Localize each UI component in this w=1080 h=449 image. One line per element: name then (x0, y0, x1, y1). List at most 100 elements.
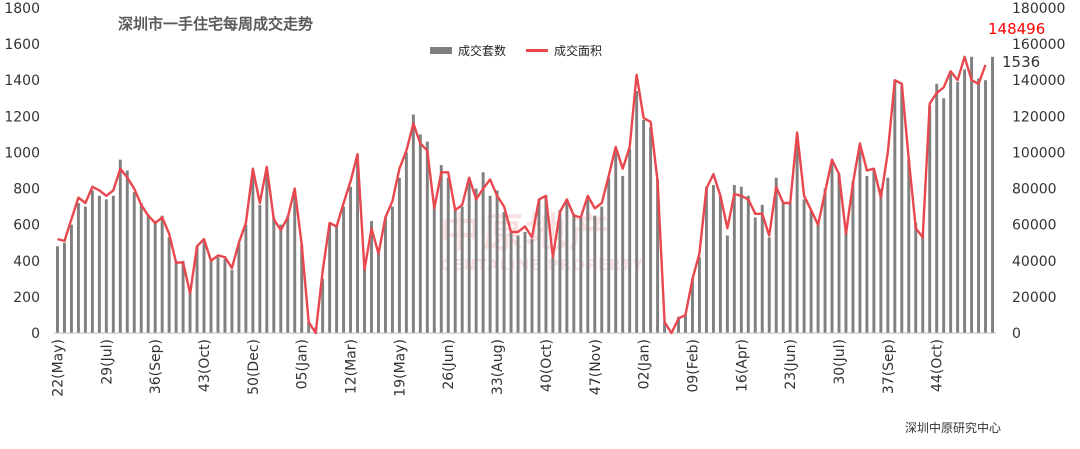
bar (321, 278, 325, 333)
bar (502, 212, 506, 333)
x-tick-label: 43(Oct) (197, 339, 213, 392)
y-left-tick-label: 200 (13, 290, 40, 306)
bar (642, 119, 646, 333)
bar (621, 175, 625, 333)
y-right-tick-label: 80000 (1012, 182, 1057, 198)
bar (691, 278, 694, 333)
bar (446, 177, 450, 333)
y-left-tick-label: 1000 (4, 145, 40, 161)
x-tick-label: 36(Sep) (148, 339, 164, 394)
y-left-tick-label: 0 (31, 326, 40, 342)
bar (809, 210, 813, 333)
bar (383, 217, 387, 333)
bar (244, 224, 248, 333)
area-line (57, 55, 987, 335)
bar (837, 174, 841, 333)
bar (830, 161, 834, 333)
x-tick-label: 02(Jan) (637, 339, 653, 389)
y-left-tick-label: 1800 (4, 1, 40, 17)
bar (551, 255, 555, 333)
bar (411, 114, 415, 334)
bar (370, 221, 373, 333)
annotation-units-value: 1536 (1002, 53, 1040, 71)
bar (635, 91, 639, 333)
bar (753, 217, 757, 333)
bar (900, 85, 904, 333)
bar (593, 215, 597, 333)
bar (558, 210, 562, 333)
x-tick-label: 12(Mar) (344, 339, 360, 394)
bar (844, 231, 848, 333)
bar (509, 231, 513, 333)
bar (704, 186, 708, 333)
x-tick-label: 37(Sep) (881, 339, 897, 394)
bar (258, 204, 262, 333)
bar (963, 69, 967, 333)
bar (356, 159, 359, 333)
x-tick-label: 40(Oct) (539, 339, 555, 392)
bar (146, 215, 150, 333)
bar (237, 242, 241, 333)
bar (174, 260, 178, 333)
bar (390, 206, 394, 333)
bar (718, 195, 722, 333)
bar (300, 244, 304, 333)
bar (663, 322, 667, 333)
bar (90, 190, 94, 333)
bar (425, 141, 429, 333)
bar (495, 190, 499, 333)
bar (788, 203, 792, 333)
bar (949, 73, 953, 333)
bar (537, 199, 541, 333)
legend-bar-label: 成交套数 (458, 44, 507, 58)
y-right-tick-label: 40000 (1012, 254, 1057, 270)
bar (432, 203, 436, 333)
bar (286, 215, 290, 333)
y-right-tick-label: 60000 (1012, 218, 1057, 234)
bar (83, 206, 87, 333)
x-tick-label: 05(Jan) (295, 339, 311, 389)
bar (851, 181, 855, 333)
bar (725, 235, 729, 333)
bar (404, 152, 408, 333)
bar (781, 203, 785, 333)
bar (279, 224, 283, 333)
y-right-tick-label: 100000 (1012, 145, 1065, 161)
bar (760, 204, 764, 333)
bar (349, 186, 353, 333)
y-left-tick-label: 1400 (4, 73, 40, 89)
bar (56, 246, 59, 333)
y-right-tick-label: 160000 (1012, 37, 1065, 53)
bar (579, 217, 583, 333)
bar (732, 184, 736, 333)
bar (397, 177, 401, 333)
bar (160, 215, 164, 333)
bar (684, 314, 687, 333)
bar (893, 80, 897, 333)
bar (188, 291, 192, 333)
bar (272, 217, 276, 333)
bar (928, 105, 932, 333)
bar (467, 177, 471, 333)
bar (711, 184, 715, 333)
bar (307, 322, 311, 333)
bar (342, 206, 346, 333)
bar (872, 170, 876, 333)
y-right-tick-label: 0 (1012, 326, 1021, 342)
y-left-tick-label: 1600 (4, 37, 40, 53)
bar (970, 56, 974, 333)
bar (209, 260, 213, 333)
bar (216, 257, 220, 333)
x-tick-label: 26(Jun) (441, 339, 457, 390)
bar (328, 224, 332, 333)
bar (649, 127, 653, 334)
x-tick-label: 23(Jun) (783, 339, 799, 390)
bar (565, 199, 569, 333)
bar (984, 80, 987, 333)
bar (153, 221, 157, 333)
y-left-tick-label: 1200 (4, 109, 40, 125)
bar (600, 206, 604, 333)
legend-bar-swatch (430, 47, 452, 54)
bar (167, 237, 171, 333)
